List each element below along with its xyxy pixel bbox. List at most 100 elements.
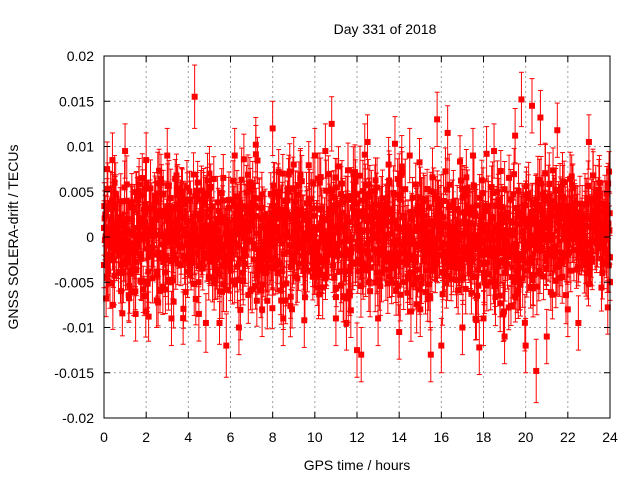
data-point (487, 219, 494, 226)
data-point (407, 269, 414, 276)
data-point (365, 248, 372, 255)
data-point (254, 264, 261, 271)
data-point (317, 224, 324, 231)
data-point (251, 256, 258, 263)
data-point (105, 268, 112, 275)
data-point (373, 201, 380, 208)
data-point (465, 255, 472, 262)
data-point (352, 178, 359, 185)
data-point (248, 237, 255, 244)
data-point (299, 211, 306, 218)
data-point (203, 222, 210, 229)
data-point (201, 233, 208, 240)
data-point (459, 275, 466, 282)
data-point (411, 256, 418, 263)
data-point (210, 175, 217, 182)
data-point (301, 251, 308, 258)
data-point (254, 157, 261, 164)
data-point (467, 220, 474, 227)
data-point (360, 208, 367, 215)
data-point (279, 206, 286, 213)
data-point (288, 306, 295, 313)
data-point (355, 208, 362, 215)
data-point (351, 169, 358, 176)
data-point (174, 185, 181, 192)
data-point (279, 240, 286, 247)
data-point (126, 283, 133, 290)
data-point (194, 187, 201, 194)
data-point (278, 268, 285, 275)
data-point (310, 212, 317, 219)
data-point (372, 279, 379, 286)
data-point (457, 158, 464, 165)
data-point (411, 228, 418, 235)
data-point (310, 180, 317, 187)
data-point (132, 243, 139, 250)
data-point (335, 229, 342, 236)
data-point (242, 234, 249, 241)
data-point (330, 262, 337, 269)
data-point (294, 191, 301, 198)
data-point (363, 213, 370, 220)
data-point (489, 190, 496, 197)
data-point (357, 246, 364, 253)
data-point (356, 240, 363, 247)
data-point (141, 292, 148, 299)
data-point (332, 206, 339, 213)
data-point (315, 284, 322, 291)
data-point (277, 261, 284, 268)
data-point (145, 253, 152, 260)
data-point (406, 230, 413, 237)
data-point (472, 232, 479, 239)
data-point (193, 193, 200, 200)
data-point (475, 282, 482, 289)
data-point (483, 282, 490, 289)
data-point (384, 280, 391, 287)
data-point (206, 222, 213, 229)
data-point (254, 271, 261, 278)
data-point (198, 187, 205, 194)
data-point (253, 297, 260, 304)
data-point (220, 174, 227, 181)
data-point (396, 249, 403, 256)
data-point (164, 238, 171, 245)
data-point (333, 184, 340, 191)
data-point (347, 307, 354, 314)
data-point (387, 251, 394, 258)
data-point (144, 245, 151, 252)
data-point (124, 243, 131, 250)
data-point (455, 287, 462, 294)
data-point (444, 272, 451, 279)
data-point (319, 284, 326, 291)
data-point (292, 198, 299, 205)
data-point (153, 231, 160, 238)
data-point (275, 168, 282, 175)
data-point (388, 205, 395, 212)
data-point (178, 244, 185, 251)
data-point (257, 223, 264, 230)
data-point (331, 274, 338, 281)
data-point (344, 167, 351, 174)
data-point (386, 273, 393, 280)
data-point (332, 174, 339, 181)
data-point (338, 191, 345, 198)
data-point (295, 182, 302, 189)
data-point (117, 214, 124, 221)
data-point (488, 184, 495, 191)
data-point (297, 171, 304, 178)
data-point (128, 199, 135, 206)
data-point (136, 181, 143, 188)
data-point (157, 176, 164, 183)
data-point (432, 220, 439, 227)
data-point (107, 280, 114, 287)
data-point (238, 214, 245, 221)
data-point (454, 229, 461, 236)
data-point (438, 201, 445, 208)
data-point (386, 179, 393, 186)
data-point (123, 181, 130, 188)
data-point (398, 258, 405, 265)
data-point (121, 184, 128, 191)
data-point (442, 168, 449, 175)
data-point (399, 169, 406, 176)
